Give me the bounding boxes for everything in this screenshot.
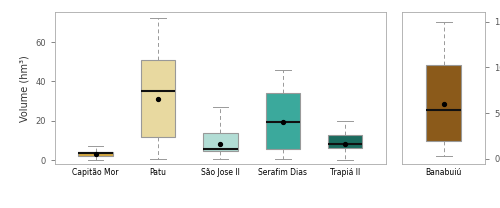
Y-axis label: Volume (hm³): Volume (hm³) [20,55,30,122]
Bar [426,65,461,141]
Bar [203,133,237,151]
Bar [141,60,175,137]
Bar [328,135,362,147]
Bar [266,93,300,149]
Bar [78,151,112,156]
